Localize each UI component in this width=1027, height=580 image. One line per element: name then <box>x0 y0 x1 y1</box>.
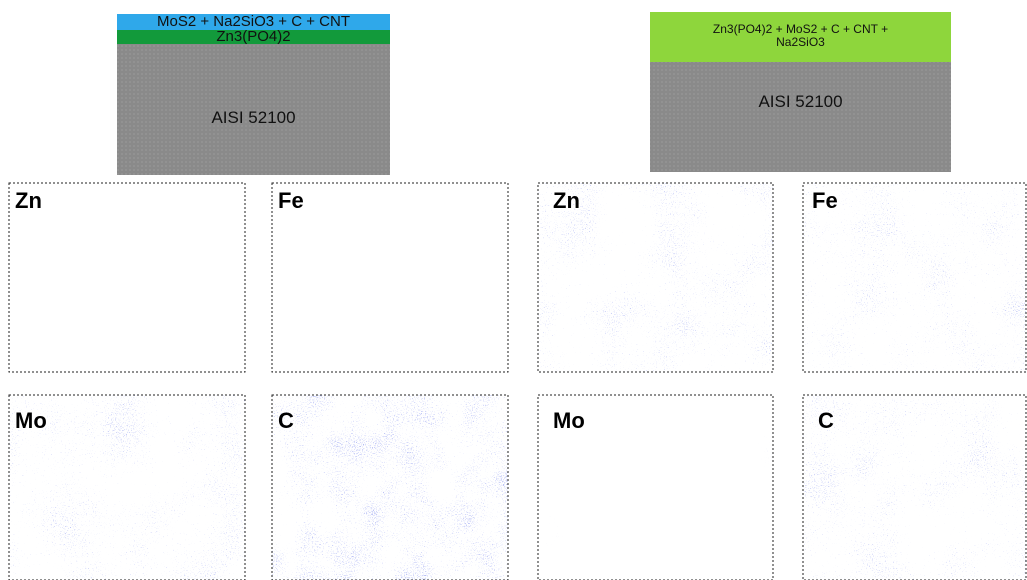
eds-map <box>9 183 245 372</box>
layer-label: AISI 52100 <box>650 84 951 120</box>
figure: {"left_panel": {"layers": ["MoS2 + Na2Si… <box>0 0 1027 580</box>
map-label: Zn <box>15 188 42 214</box>
map-label: Zn <box>553 188 580 214</box>
map-label: Fe <box>278 188 304 214</box>
layer-label: Zn3(PO4)2 <box>117 30 390 44</box>
map-label: C <box>278 408 294 434</box>
map-label: Mo <box>15 408 47 434</box>
layer-label: Zn3(PO4)2 + MoS2 + C + CNT + Na2SiO3 <box>690 14 911 58</box>
eds-map <box>272 183 508 372</box>
map-label: Fe <box>812 188 838 214</box>
eds-map <box>272 395 508 580</box>
layer-label: AISI 52100 <box>117 100 390 136</box>
eds-map <box>803 395 1026 580</box>
map-label: C <box>818 408 834 434</box>
map-label: Mo <box>553 408 585 434</box>
